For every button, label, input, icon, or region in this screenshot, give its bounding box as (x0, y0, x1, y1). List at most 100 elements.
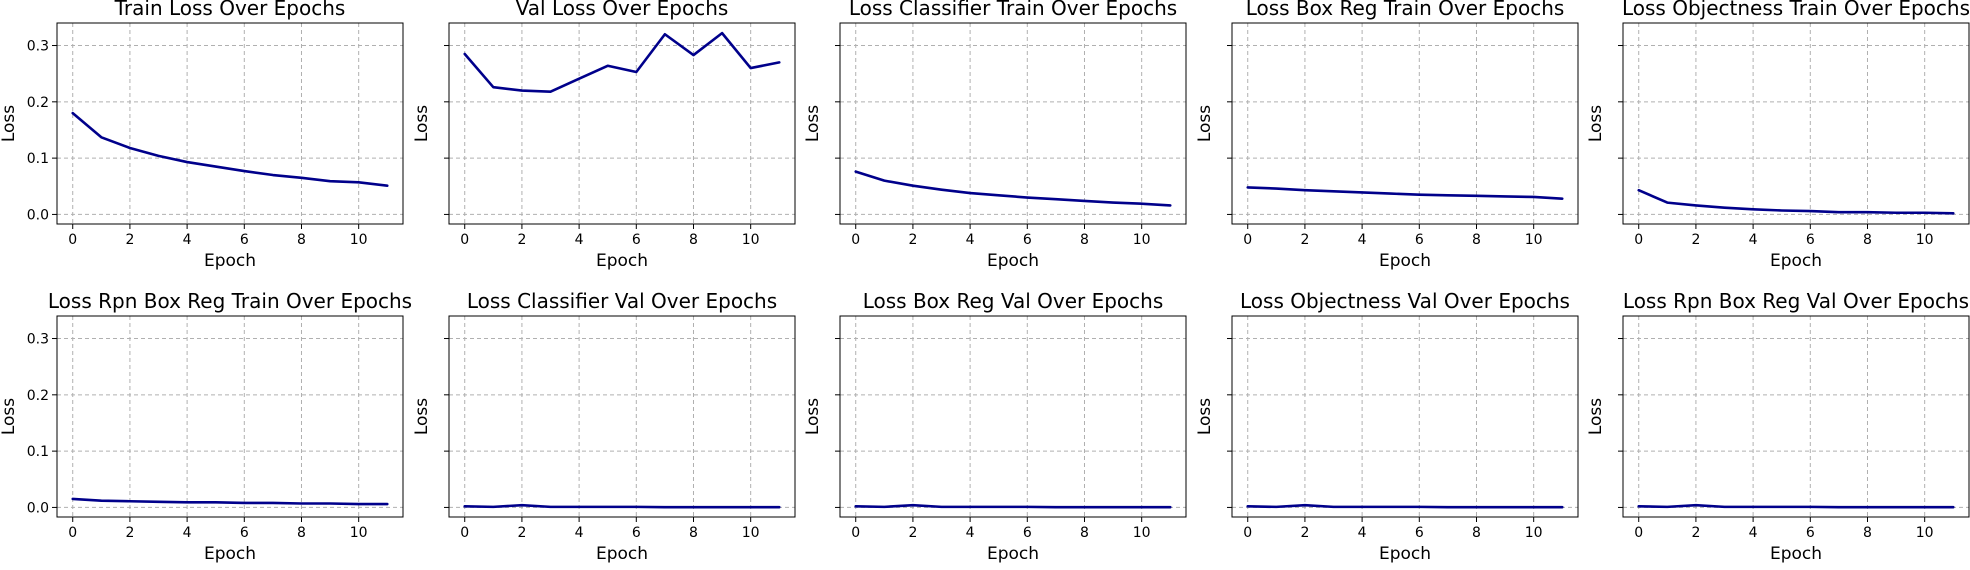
x-tick-label: 6 (1806, 232, 1815, 248)
x-tick-label: 10 (742, 525, 760, 541)
x-tick-label: 4 (1358, 232, 1367, 248)
x-tick-label: 2 (125, 232, 134, 248)
y-tick-label: 0.1 (27, 444, 49, 460)
axes-frame (1622, 22, 1970, 225)
series-line (71, 111, 389, 188)
x-tick-label: 0 (851, 525, 860, 541)
x-tick-label: 2 (908, 232, 917, 248)
x-tick-label: 6 (240, 232, 249, 248)
chart-title: Train Loss Over Epochs (114, 0, 346, 20)
panel-1: 0 2 4 6 8 10 0.0 0.1 0.2 0.3 Train Loss Over Epoch… (0, 0, 404, 271)
x-tick-label: 0 (68, 232, 77, 248)
plot-area (449, 316, 795, 517)
y-axis-label: Loss (1195, 398, 1215, 435)
x-tick-label: 2 (908, 525, 917, 541)
series-line (463, 503, 781, 509)
x-tick-label: 0 (1634, 525, 1643, 541)
x-tick-label: 2 (125, 525, 134, 541)
panel-10: 0 2 4 6 8 10 Loss Rpn Box Reg Val Over Epochs E… (1586, 289, 1970, 564)
axes-frame (56, 22, 404, 225)
x-tick-label: 0 (460, 232, 469, 248)
x-tick-label: 4 (575, 232, 584, 248)
x-axis-label: Epoch (596, 544, 648, 564)
chart-title: Loss Objectness Val Over Epochs (1240, 289, 1570, 313)
panel-8: 0 2 4 6 8 10 Loss Box Reg Val Over Epochs Epoch… (803, 289, 1187, 564)
y-axis-label: Loss (0, 105, 19, 142)
x-tick-label: 10 (350, 525, 368, 541)
y-tick-label: 0.1 (27, 151, 49, 167)
x-axis-label: Epoch (1770, 251, 1822, 271)
series-line (71, 497, 389, 506)
x-axis-label: Epoch (987, 251, 1039, 271)
x-tick-label: 0 (68, 525, 77, 541)
chart-title: Loss Classifier Train Over Epochs (849, 0, 1177, 20)
axes-frame (448, 22, 796, 225)
x-tick-label: 8 (1472, 525, 1481, 541)
x-tick-label: 6 (1023, 525, 1032, 541)
x-tick-label: 4 (575, 525, 584, 541)
x-tick-label: 6 (1415, 525, 1424, 541)
series-line (1246, 503, 1564, 509)
y-axis-label: Loss (1195, 105, 1215, 142)
plot-area (840, 316, 1186, 517)
x-tick-label: 10 (350, 232, 368, 248)
x-tick-label: 10 (1525, 525, 1543, 541)
x-axis-label: Epoch (1379, 544, 1431, 564)
x-tick-label: 4 (183, 232, 192, 248)
x-tick-label: 8 (1080, 525, 1089, 541)
x-tick-label: 8 (1863, 232, 1872, 248)
y-tick-label: 0.0 (27, 500, 49, 516)
x-tick-label: 8 (689, 525, 698, 541)
x-tick-label: 8 (1080, 232, 1089, 248)
x-tick-label: 6 (632, 525, 641, 541)
chart-title: Loss Rpn Box Reg Train Over Epochs (48, 289, 412, 313)
panel-9: 0 2 4 6 8 10 Loss Objectness Val Over Epochs Ep… (1195, 289, 1579, 564)
series-line (854, 503, 1172, 509)
x-tick-label: 8 (297, 232, 306, 248)
plot-area (1623, 23, 1969, 224)
chart-title: Loss Rpn Box Reg Val Over Epochs (1623, 289, 1969, 313)
x-tick-label: 6 (1806, 525, 1815, 541)
x-tick-label: 4 (1358, 525, 1367, 541)
x-tick-label: 0 (851, 232, 860, 248)
x-tick-label: 8 (1472, 232, 1481, 248)
x-tick-label: 10 (1133, 525, 1151, 541)
x-tick-label: 2 (517, 232, 526, 248)
chart-title: Loss Classifier Val Over Epochs (467, 289, 777, 313)
x-tick-label: 8 (1863, 525, 1872, 541)
x-tick-label: 0 (1243, 525, 1252, 541)
x-tick-label: 4 (183, 525, 192, 541)
plot-area (1232, 316, 1578, 517)
y-axis-label: Loss (412, 398, 432, 435)
y-tick-label: 0.3 (27, 39, 49, 55)
x-tick-label: 6 (1023, 232, 1032, 248)
y-axis-label: Loss (1586, 105, 1606, 142)
panel-4: 0 2 4 6 8 10 Loss Box Reg Train Over Epochs Epo… (1195, 0, 1579, 271)
x-axis-label: Epoch (204, 544, 256, 564)
panel-2: 0 2 4 6 8 10 Val Loss Over Epochs Epoch Loss (412, 0, 796, 271)
y-tick-label: 0.0 (27, 207, 49, 223)
series-line (1637, 188, 1955, 215)
x-tick-label: 10 (742, 232, 760, 248)
series-line (1637, 503, 1955, 509)
x-tick-label: 4 (966, 525, 975, 541)
series-line (463, 31, 781, 93)
axes-frame (839, 22, 1187, 225)
y-tick-label: 0.3 (27, 332, 49, 348)
x-tick-label: 0 (1634, 232, 1643, 248)
axes-frame (1231, 315, 1579, 518)
plot-area (449, 23, 795, 224)
x-axis-label: Epoch (1770, 544, 1822, 564)
chart-title: Val Loss Over Epochs (516, 0, 729, 20)
x-tick-label: 2 (1691, 525, 1700, 541)
panel-5: 0 2 4 6 8 10 Loss Objectness Train Over Epochs… (1586, 0, 1970, 271)
x-tick-label: 10 (1916, 525, 1934, 541)
x-tick-label: 0 (460, 525, 469, 541)
axes-frame (1622, 315, 1970, 518)
x-tick-label: 10 (1525, 232, 1543, 248)
x-tick-label: 10 (1916, 232, 1934, 248)
x-axis-label: Epoch (204, 251, 256, 271)
plot-area (840, 23, 1186, 224)
panel-6: 0 2 4 6 8 10 0.0 0.1 0.2 0.3 Loss Rpn Box Reg Trai… (0, 289, 412, 564)
